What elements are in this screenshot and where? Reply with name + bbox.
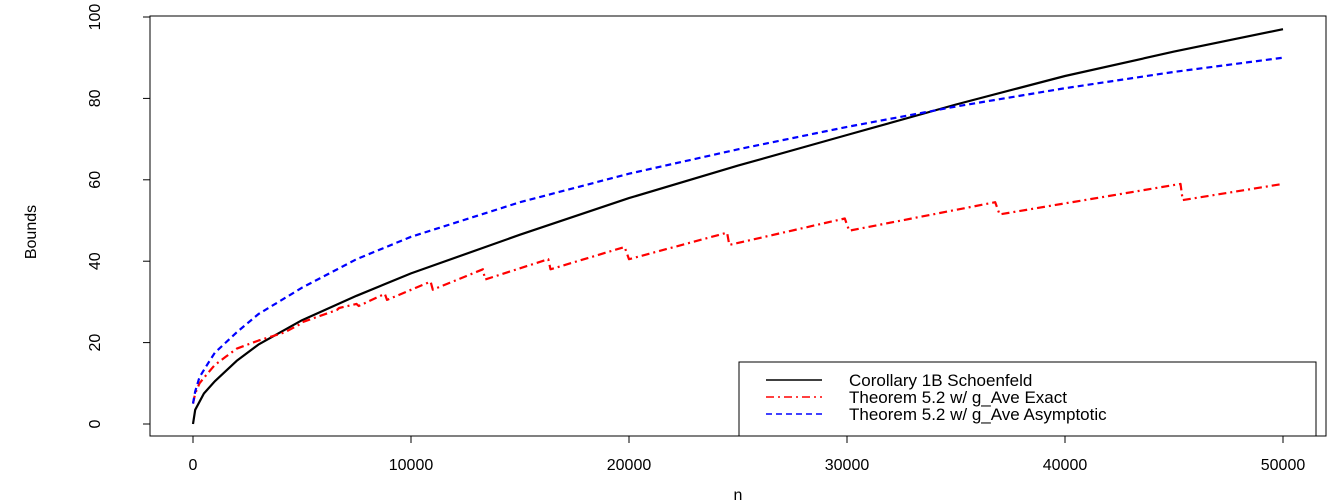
series-line-1 <box>191 182 1284 404</box>
y-tick-label: 40 <box>87 252 104 270</box>
y-tick-label: 100 <box>87 4 104 31</box>
x-tick-label: 40000 <box>1043 457 1088 474</box>
series-line-2 <box>191 56 1284 404</box>
legend: Corollary 1B Schoenfeld Theorem 5.2 w/ g… <box>738 361 1317 437</box>
y-tick-label: 0 <box>87 419 104 428</box>
x-tick-label: 10000 <box>389 457 434 474</box>
x-tick-label: 20000 <box>607 457 652 474</box>
legend-label-asymptotic: Theorem 5.2 w/ g_Ave Asymptotic <box>849 405 1107 424</box>
legend-label-schoenfeld: Corollary 1B Schoenfeld <box>849 371 1032 390</box>
x-tick-label: 50000 <box>1261 457 1306 474</box>
series-line-0 <box>191 28 1284 425</box>
y-tick-label: 20 <box>87 334 104 352</box>
x-axis: 0 10000 20000 30000 40000 50000 <box>189 435 1306 474</box>
y-tick-label: 60 <box>87 171 104 189</box>
y-axis: 0 20 40 60 80 100 <box>87 4 151 428</box>
x-tick-label: 0 <box>189 457 198 474</box>
x-tick-label: 30000 <box>825 457 870 474</box>
series-layer <box>191 28 1284 425</box>
y-axis-label: Bounds <box>23 205 40 259</box>
x-axis-label: n <box>734 487 743 504</box>
legend-box <box>738 361 1317 437</box>
y-tick-label: 80 <box>87 89 104 107</box>
legend-label-exact: Theorem 5.2 w/ g_Ave Exact <box>849 388 1067 407</box>
